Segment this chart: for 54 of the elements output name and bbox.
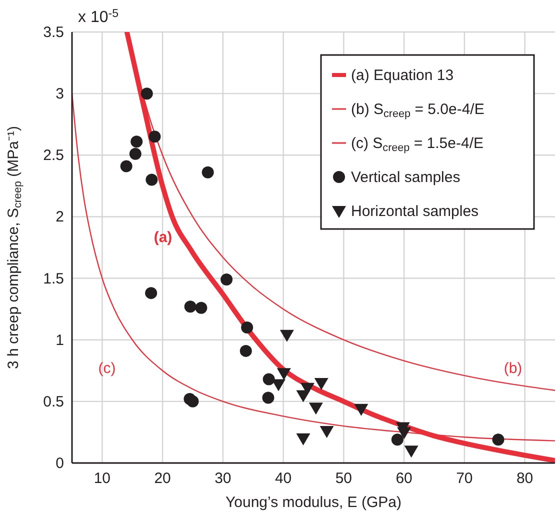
legend-label: Vertical samples — [351, 169, 460, 186]
annotation: (a) — [154, 229, 172, 246]
point — [314, 378, 328, 390]
legend-label: (c) S$_{creep}$ = 1.5e-4/E — [351, 135, 484, 154]
point — [308, 402, 323, 415]
point — [404, 446, 418, 458]
x-tick-label: 30 — [214, 470, 232, 487]
point — [129, 148, 142, 160]
x-tick-label: 20 — [154, 470, 171, 487]
y-tick-label: 0 — [56, 455, 64, 472]
point — [145, 287, 158, 300]
legend-label: Horizontal samples — [351, 203, 479, 220]
point — [240, 344, 252, 357]
point — [120, 160, 132, 172]
y-tick-label: 3.5 — [43, 24, 64, 41]
y-tick-label: 1.5 — [43, 270, 64, 288]
y-tick-label: 2.5 — [43, 147, 64, 164]
point — [195, 302, 208, 314]
point — [186, 395, 199, 408]
point — [296, 390, 310, 402]
x-axis-title: Young’s modulus, E (GPa) — [226, 494, 402, 511]
point — [320, 426, 334, 438]
point — [148, 130, 161, 143]
point — [202, 166, 214, 178]
x-tick-label: 80 — [516, 470, 534, 487]
point — [397, 427, 412, 440]
point — [492, 434, 504, 446]
x-tick-label: 50 — [335, 470, 352, 487]
y-tick-label: 1 — [56, 332, 64, 349]
point — [140, 88, 153, 100]
y-tick-label: 3 — [56, 86, 64, 103]
point — [391, 434, 404, 446]
x-tick-label: 40 — [274, 470, 292, 487]
text: x 10$^{-5}$ — [78, 8, 118, 26]
legend-label: (a) Equation 13 — [351, 67, 454, 84]
point — [130, 136, 143, 148]
point — [354, 404, 368, 416]
point — [276, 368, 291, 380]
y-tick-label: 2 — [56, 208, 64, 226]
point — [146, 174, 158, 186]
x-tick-label: 60 — [396, 470, 412, 487]
x-tick-label: 10 — [94, 470, 111, 487]
x-tick-label: 70 — [456, 470, 473, 487]
point — [241, 322, 254, 334]
point — [262, 392, 274, 404]
annotation: (c) — [98, 360, 116, 377]
annotation: (b) — [504, 360, 522, 377]
y-tick-label: 0.5 — [43, 393, 64, 410]
point — [220, 274, 233, 286]
point — [262, 373, 275, 386]
point — [184, 300, 196, 313]
point — [296, 433, 310, 446]
legend-label: (b) S$_{creep}$ = 5.0e-4/E — [351, 101, 484, 120]
point — [280, 330, 294, 342]
